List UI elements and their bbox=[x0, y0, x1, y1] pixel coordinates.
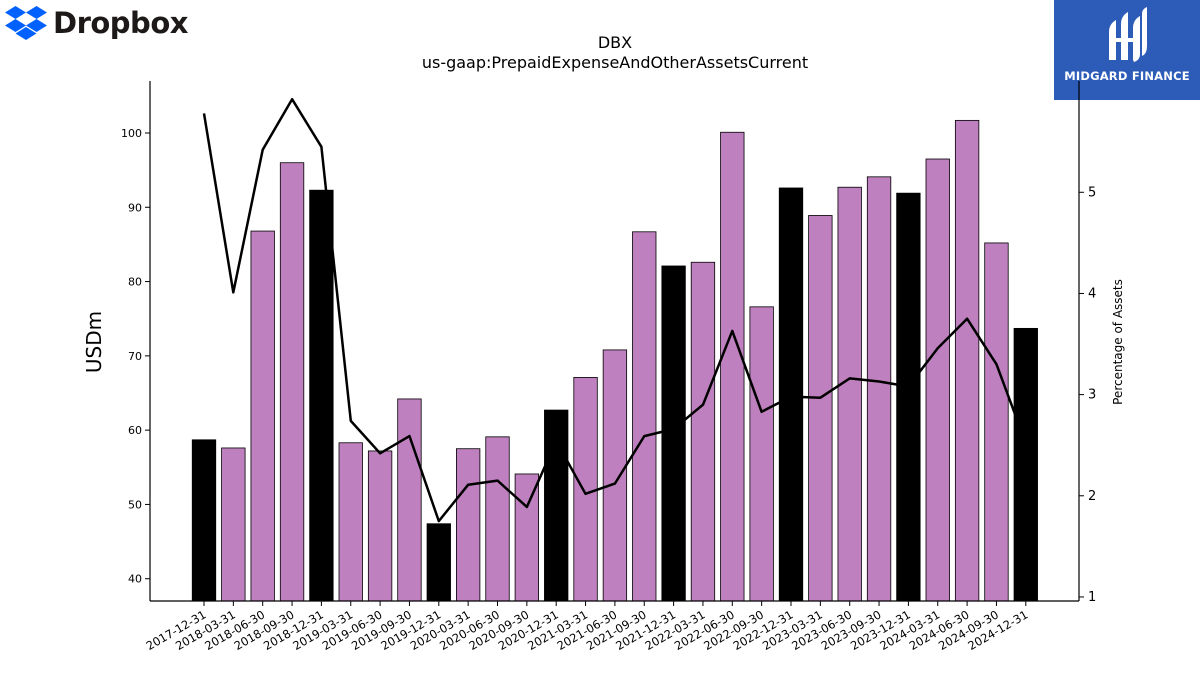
midgard-finance-wordmark: MIDGARD FINANCE bbox=[1064, 69, 1190, 83]
y2-tick-label: 5 bbox=[1088, 185, 1096, 200]
bar-2023-09-30 bbox=[866, 176, 892, 602]
bar-series bbox=[191, 119, 1038, 602]
bar-2018-09-30 bbox=[279, 162, 305, 602]
midgard-emblem-icon bbox=[1109, 7, 1147, 62]
bar-2024-06-30 bbox=[954, 119, 980, 602]
bar-2018-12-31 bbox=[309, 189, 334, 602]
bar-2022-06-30 bbox=[720, 131, 745, 602]
bar-2022-09-30 bbox=[749, 306, 774, 602]
bar-2019-06-30 bbox=[367, 450, 393, 602]
bar-2023-06-30 bbox=[837, 186, 862, 602]
y-tick-label: 70 bbox=[128, 350, 142, 363]
y-tick-label: 60 bbox=[128, 424, 142, 437]
bar-2021-03-31 bbox=[573, 376, 598, 602]
bar-2024-03-31 bbox=[925, 158, 950, 602]
bar-2021-12-31 bbox=[661, 265, 686, 602]
chart-title: DBX bbox=[598, 33, 632, 52]
bar-2024-09-30 bbox=[984, 242, 1009, 602]
y-tick-label: 100 bbox=[121, 127, 142, 140]
bar-2020-12-31 bbox=[544, 409, 569, 602]
y2-tick-label: 1 bbox=[1088, 590, 1096, 605]
bar-2023-03-31 bbox=[808, 215, 833, 602]
bar-2018-06-30 bbox=[250, 230, 275, 602]
y-tick-label: 40 bbox=[128, 573, 142, 586]
y2-tick-label: 2 bbox=[1088, 489, 1096, 504]
y2-axis-label: Percentage of Assets bbox=[1111, 279, 1125, 405]
bar-2019-09-30 bbox=[397, 398, 422, 602]
dropbox-icon bbox=[5, 6, 47, 40]
y2-tick-label: 3 bbox=[1088, 388, 1096, 403]
bar-2022-03-31 bbox=[690, 261, 716, 602]
bar-2022-12-31 bbox=[778, 187, 804, 602]
y2-tick-label: 4 bbox=[1088, 286, 1096, 301]
dropbox-logo: Dropbox bbox=[5, 4, 188, 42]
y-axis-label: USDm bbox=[82, 311, 106, 373]
bar-2019-03-31 bbox=[338, 442, 363, 602]
bar-2021-06-30 bbox=[602, 349, 628, 602]
bar-2020-03-31 bbox=[455, 448, 481, 602]
bar-2021-09-30 bbox=[632, 231, 657, 602]
bar-2018-03-31 bbox=[221, 447, 246, 602]
y-tick-label: 80 bbox=[128, 276, 142, 289]
y-tick-label: 50 bbox=[128, 498, 142, 511]
bar-2020-06-30 bbox=[485, 436, 510, 602]
bar-2024-12-31 bbox=[1013, 327, 1038, 602]
bar-2020-09-30 bbox=[514, 473, 539, 602]
bar-2019-12-31 bbox=[426, 523, 451, 602]
y-tick-label: 90 bbox=[128, 201, 142, 214]
midgard-finance-logo: MIDGARD FINANCE bbox=[1054, 0, 1200, 100]
bar-2023-12-31 bbox=[896, 192, 921, 602]
chart-subtitle: us-gaap:PrepaidExpenseAndOtherAssetsCurr… bbox=[422, 53, 808, 72]
line-series bbox=[202, 97, 1027, 523]
dropbox-wordmark: Dropbox bbox=[53, 6, 188, 40]
bar-2017-12-31 bbox=[191, 439, 217, 602]
percentage-line bbox=[202, 97, 1027, 523]
